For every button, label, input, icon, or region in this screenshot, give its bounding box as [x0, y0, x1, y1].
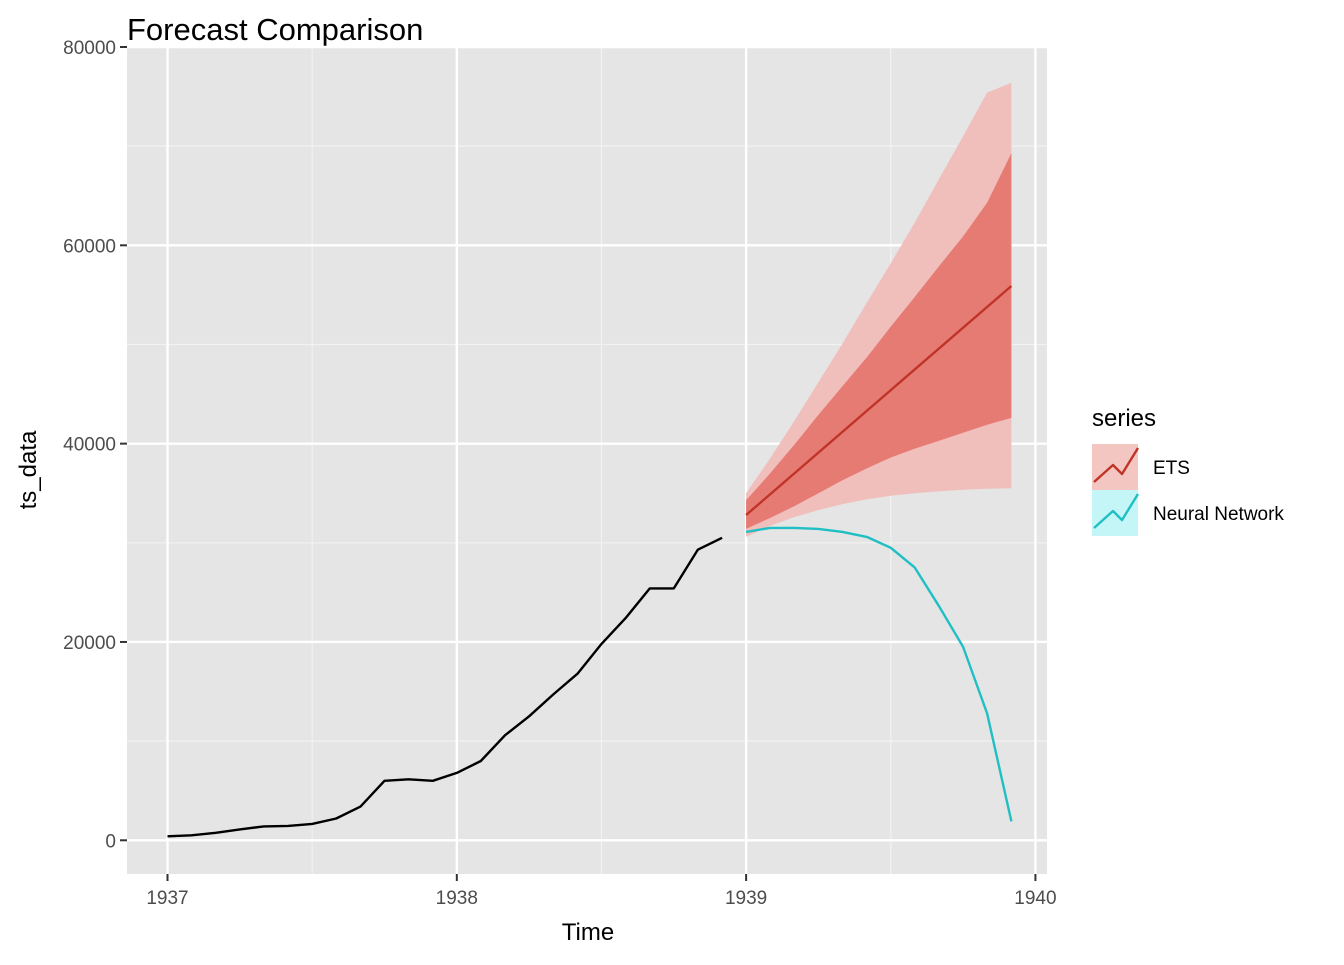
- y-tick-label: 80000: [63, 38, 116, 59]
- chart-title: Forecast Comparison: [127, 12, 423, 47]
- legend: series ETS Neural Network: [1092, 405, 1284, 536]
- y-tick-label: 20000: [63, 633, 116, 654]
- x-axis: 1937 1938 1939 1940: [146, 874, 1057, 909]
- legend-label: Neural Network: [1153, 504, 1284, 525]
- series-line-ets: [745, 285, 1013, 516]
- x-axis-title: Time: [562, 919, 614, 946]
- legend-key-line: [1093, 493, 1140, 529]
- series-lines: [167, 285, 1013, 838]
- x-tick-label: 1940: [1014, 888, 1056, 909]
- y-tick-label: 60000: [63, 236, 116, 257]
- x-tick-label: 1939: [725, 888, 767, 909]
- y-tick-label: 0: [105, 831, 116, 852]
- x-tick-label: 1937: [146, 888, 188, 909]
- legend-key-line: [1093, 447, 1140, 483]
- x-tick-label: 1938: [436, 888, 478, 909]
- y-axis: 0 20000 40000 60000 80000: [63, 38, 127, 852]
- interval-band-80: [746, 153, 1012, 529]
- forecast-intervals: [746, 82, 1012, 537]
- series-line-neural-network: [745, 526, 1013, 822]
- legend-label: ETS: [1153, 458, 1190, 479]
- grid-major: [127, 45, 1047, 874]
- y-axis-title: ts_data: [15, 430, 42, 509]
- legend-title: series: [1092, 405, 1156, 432]
- historical-line: [167, 536, 723, 838]
- y-tick-label: 40000: [63, 435, 116, 456]
